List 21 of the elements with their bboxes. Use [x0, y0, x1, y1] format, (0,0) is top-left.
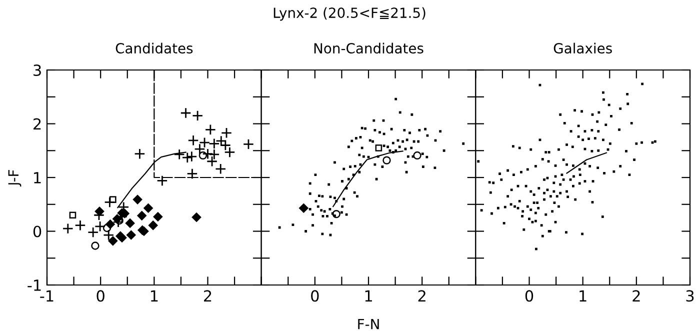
x-tick-label: 3 [686, 290, 694, 302]
x-axis-title: F-N [358, 318, 379, 330]
y-tick-label: 0 [33, 226, 42, 238]
text: Lynx-2 (20.5<F≦21.5) [274, 7, 426, 21]
x-tick-label: 2 [632, 290, 640, 302]
chart-title: Non-Candidates [314, 42, 424, 54]
y-axis-title: J-F [8, 170, 22, 187]
chart-title: Candidates [116, 42, 193, 54]
y-tick-label: 3 [34, 64, 41, 76]
x-tick-label: 1 [150, 290, 158, 302]
x-tick-label: 1 [365, 290, 372, 302]
x-tick-label: 1 [580, 290, 586, 302]
x-tick-label: 0 [96, 290, 104, 302]
x-tick-label: 2 [204, 290, 212, 302]
x-tick-label: 2 [418, 290, 426, 302]
y-tick-label: -1 [28, 280, 41, 291]
y-tick-label: 1 [34, 172, 41, 184]
x-tick-label: 0 [311, 290, 319, 302]
y-tick-label: 2 [34, 118, 41, 130]
x-tick-label: 0 [525, 290, 534, 302]
chart-title: Galaxies [554, 42, 612, 54]
